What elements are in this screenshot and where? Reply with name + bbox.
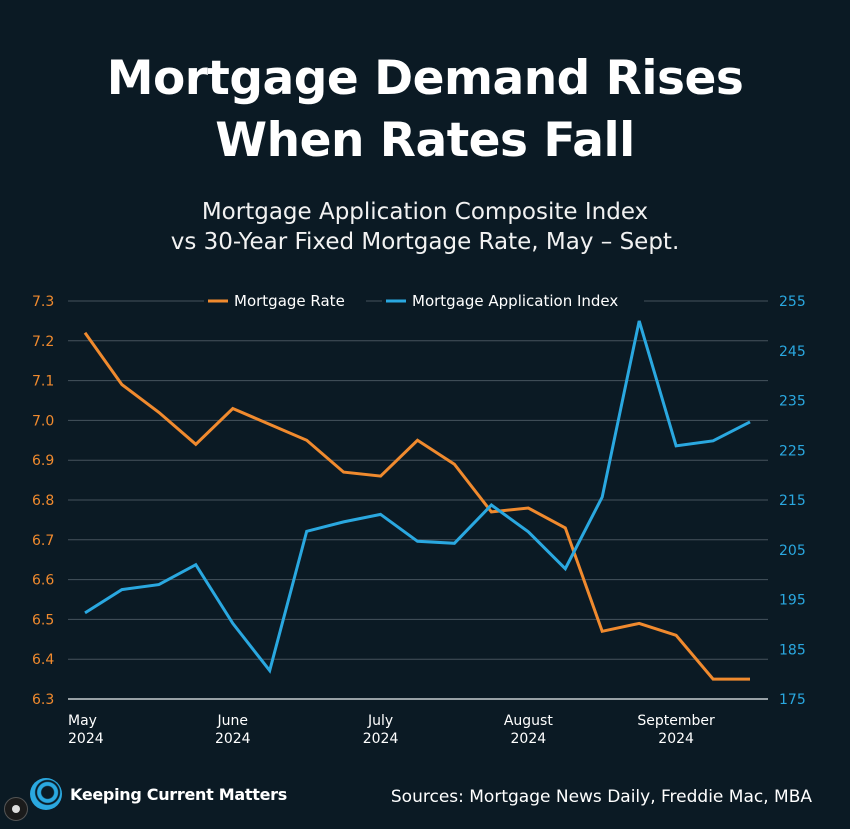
x-tick-label: June bbox=[217, 713, 249, 729]
application-index-line bbox=[84, 320, 751, 674]
y-right-tick-label: 225 bbox=[779, 443, 806, 459]
y-right-tick-label: 205 bbox=[779, 543, 806, 559]
legend-bg bbox=[382, 291, 644, 311]
x-tick-label-year: 2024 bbox=[363, 731, 399, 747]
y-right-tick-label: 175 bbox=[779, 692, 806, 708]
x-tick-label: September bbox=[637, 713, 715, 729]
x-tick-label-year: 2024 bbox=[68, 731, 104, 747]
mortgage-rate-line bbox=[83, 331, 750, 681]
y-right-tick-label: 185 bbox=[779, 642, 806, 658]
y-right-tick-label: 235 bbox=[779, 394, 806, 410]
legend-mortgage-rate-label: Mortgage Rate bbox=[234, 292, 345, 310]
x-tick-label-year: 2024 bbox=[511, 731, 547, 747]
x-tick-label: July bbox=[367, 713, 393, 729]
chart-subtitle: Mortgage Application Composite Index vs … bbox=[0, 197, 850, 257]
line-chart: 6.3 6.4 6.5 6.6 6.7 6.8 6.9 7.0 7.1 7.2 7.3 175 185 1… bbox=[32, 291, 806, 747]
y-right-tick-label: 255 bbox=[779, 294, 806, 310]
y-right-tick-label: 195 bbox=[779, 593, 806, 609]
y-right-tick-label: 245 bbox=[779, 344, 806, 360]
y-left-tick-label: 7.2 bbox=[32, 334, 54, 350]
title-line-2: When Rates Fall bbox=[215, 113, 635, 168]
kcm-logo-icon bbox=[30, 778, 62, 810]
title-line-1: Mortgage Demand Rises bbox=[106, 51, 744, 106]
y-left-tick-label: 6.3 bbox=[32, 692, 54, 708]
sources-text: Sources: Mortgage News Daily, Freddie Ma… bbox=[390, 787, 812, 807]
x-tick-label: August bbox=[504, 713, 554, 729]
user-icon[interactable] bbox=[4, 797, 28, 821]
y-left-tick-label: 6.4 bbox=[32, 652, 54, 668]
y-left-tick-label: 6.9 bbox=[32, 453, 54, 469]
y-left-tick-label: 6.6 bbox=[32, 573, 54, 589]
y-left-tick-label: 6.8 bbox=[32, 493, 54, 509]
y-left-tick-label: 7.3 bbox=[32, 294, 54, 310]
legend-bg bbox=[204, 291, 366, 311]
y-left-tick-label: 7.0 bbox=[32, 413, 54, 429]
y-right-tick-label: 215 bbox=[779, 493, 806, 509]
y-left-tick-label: 6.5 bbox=[32, 612, 54, 628]
x-tick-label-year: 2024 bbox=[658, 731, 694, 747]
brand-logo: Keeping Current Matters bbox=[30, 778, 287, 810]
brand-name: Keeping Current Matters bbox=[70, 784, 287, 804]
subtitle-line-1: Mortgage Application Composite Index bbox=[201, 199, 649, 225]
legend-application-index-label: Mortgage Application Index bbox=[412, 292, 618, 310]
x-tick-label-year: 2024 bbox=[215, 731, 251, 747]
page-title: Mortgage Demand Rises When Rates Fall bbox=[0, 48, 850, 172]
x-tick-label: May bbox=[68, 713, 97, 729]
y-left-tick-label: 6.7 bbox=[32, 533, 54, 549]
subtitle-line-2: vs 30-Year Fixed Mortgage Rate, May – Se… bbox=[170, 229, 680, 255]
y-left-tick-label: 7.1 bbox=[32, 374, 54, 390]
